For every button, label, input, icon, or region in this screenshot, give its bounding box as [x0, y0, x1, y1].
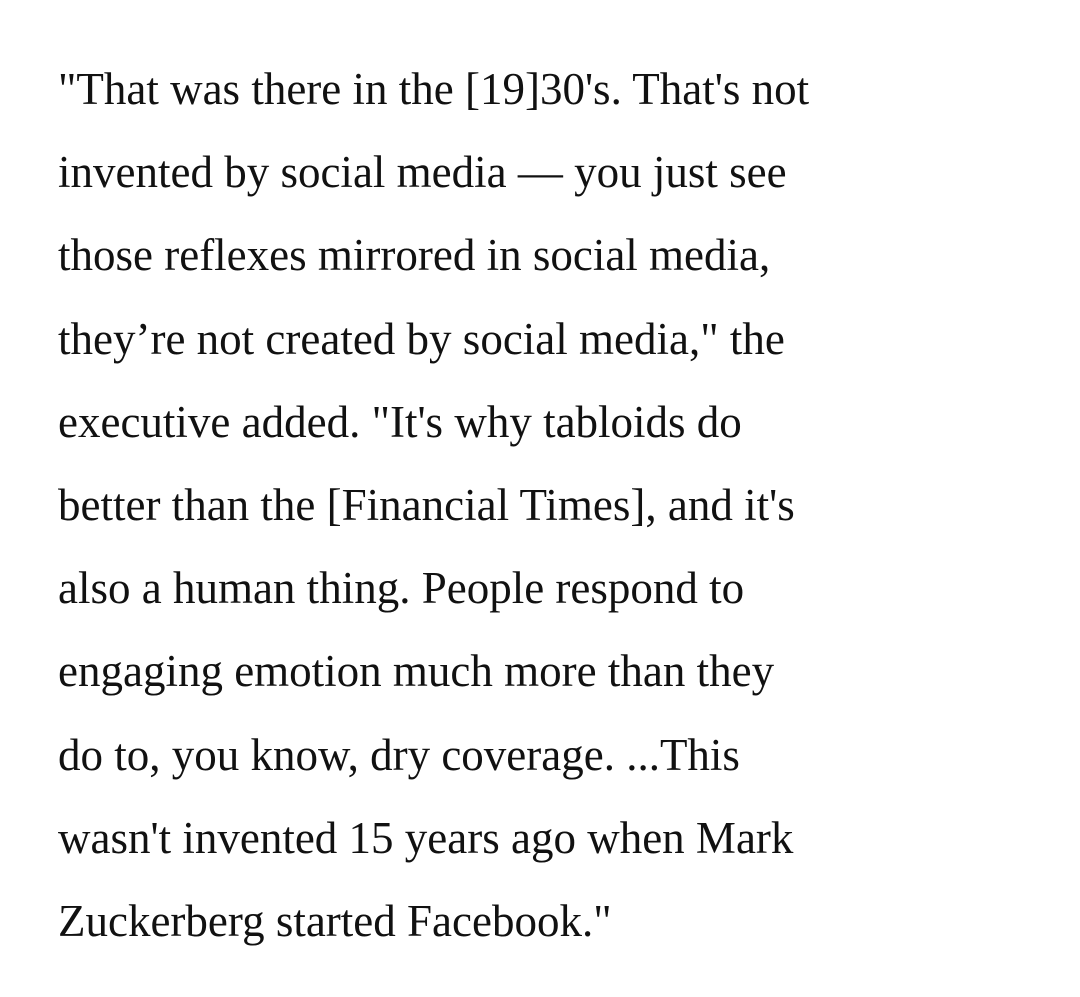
quote-line: executive added. "It's why tabloids do — [58, 396, 742, 447]
quote-line: Zuckerberg started Facebook." — [58, 896, 612, 947]
quote-line: they’re not created by social media," th… — [58, 313, 785, 364]
quote-line: better than the [Financial Times], and i… — [58, 480, 795, 531]
quote-line: wasn't invented 15 years ago when Mark — [58, 812, 794, 863]
quote-line: those reflexes mirrored in social media, — [58, 230, 771, 281]
quote-line: "That was there in the [19]30's. That's … — [58, 64, 810, 114]
quote-line: do to, you know, dry coverage. ...This — [58, 729, 740, 780]
quote-line: also a human thing. People respond to — [58, 563, 745, 614]
quote-line: engaging emotion much more than they — [58, 646, 775, 697]
quote-line: invented by social media — you just see — [58, 147, 787, 198]
article-quote-paragraph: "That was there in the [19]30's. That's … — [58, 48, 1058, 963]
